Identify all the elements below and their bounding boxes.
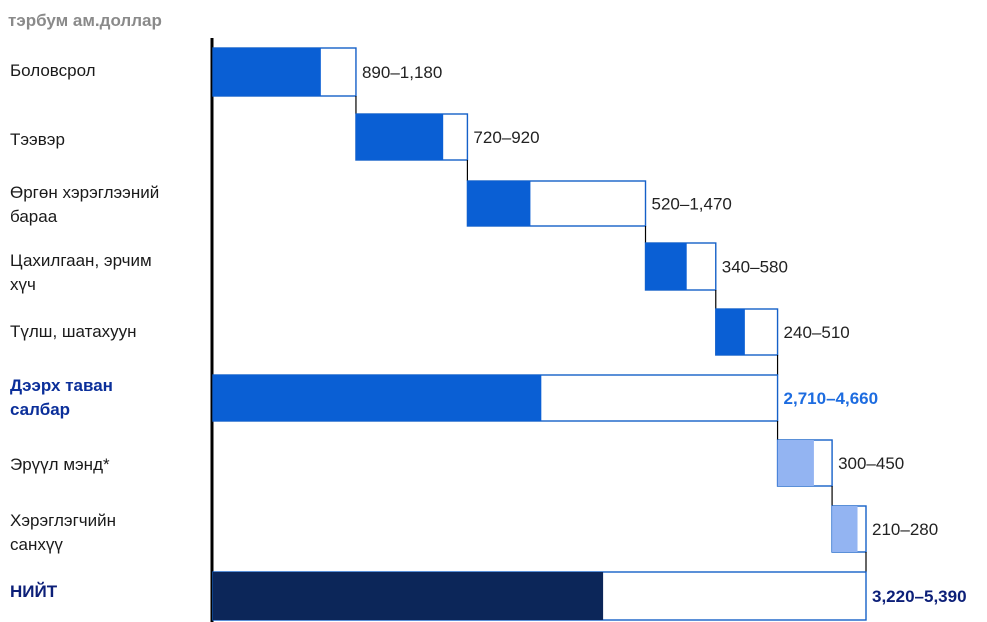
bar-low-fill (213, 48, 321, 96)
value-label: 300–450 (838, 454, 904, 473)
category-label: Түлш, шатахуун (10, 322, 137, 341)
category-label-line: салбар (10, 400, 70, 419)
category-label: Тээвэр (10, 130, 65, 149)
value-label: 2,710–4,660 (784, 389, 879, 408)
category-label-line: Эрүүл мэнд* (10, 455, 110, 474)
category-label: Эрүүл мэнд* (10, 455, 110, 474)
value-label: 3,220–5,390 (872, 587, 967, 606)
value-label: 340–580 (722, 258, 788, 277)
category-label: Дээрх таван салбар (10, 376, 113, 419)
bar-low-fill (645, 243, 687, 290)
category-label-line: Хэрэглэгчийн (10, 511, 116, 530)
category-label: Цахилгаан, эрчим хүч (10, 251, 152, 294)
category-label-line: Өргөн хэрэглээний (10, 183, 159, 202)
category-label: Боловсрол (10, 61, 96, 80)
unit-label: тэрбум ам.доллар (8, 11, 162, 30)
category-label-line: Дээрх таван (10, 376, 113, 395)
bar-low-fill (715, 309, 745, 355)
category-label: Хэрэглэгчийн санхүү (10, 511, 116, 554)
category-label-line: Тээвэр (10, 130, 65, 149)
category-label-line: Боловсрол (10, 61, 96, 80)
bar-low-fill (213, 572, 604, 620)
bar-low-fill (832, 506, 858, 552)
bar-low-fill (213, 375, 542, 421)
category-label-line: бараа (10, 207, 58, 226)
value-label: 520–1,470 (652, 195, 732, 214)
category-label: НИЙТ (10, 582, 58, 601)
value-label: 720–920 (473, 128, 539, 147)
bar-low-fill (467, 181, 531, 226)
bar-low-fill (355, 114, 444, 160)
value-label: 240–510 (784, 323, 850, 342)
value-label: 210–280 (872, 520, 938, 539)
category-label-line: Цахилгаан, эрчим (10, 251, 152, 270)
category-label-line: санхүү (10, 535, 63, 554)
value-label: 890–1,180 (362, 63, 442, 82)
category-label-line: НИЙТ (10, 582, 58, 601)
category-label-line: хүч (10, 275, 36, 294)
category-label: Өргөн хэрэглээний бараа (10, 183, 159, 226)
bar-low-fill (777, 440, 814, 486)
category-label-line: Түлш, шатахуун (10, 322, 137, 341)
